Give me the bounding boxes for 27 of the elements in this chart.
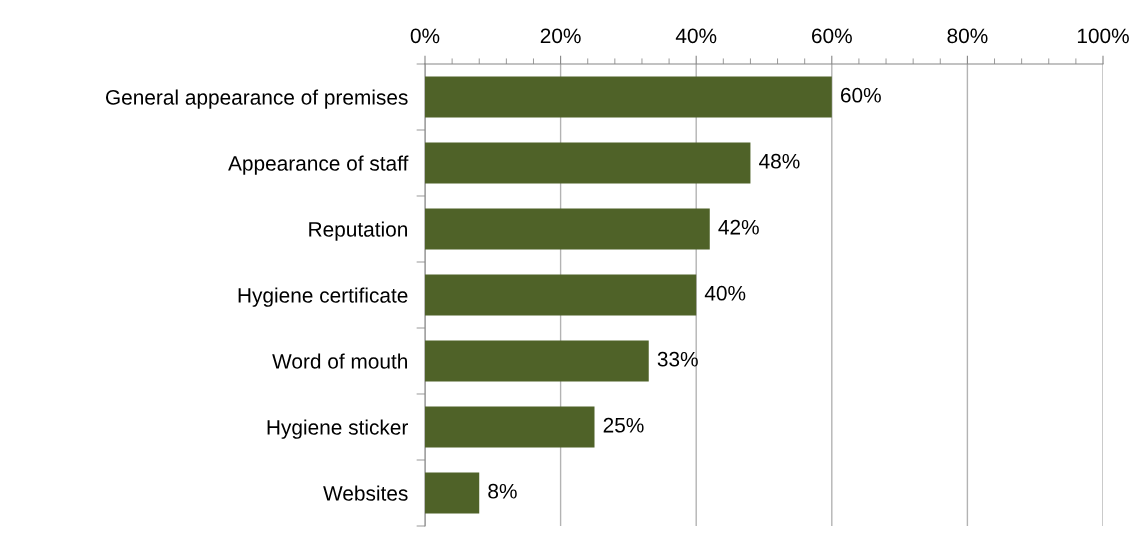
data-label: 42% bbox=[718, 219, 759, 235]
x-tick-label: 60% bbox=[812, 28, 852, 44]
data-label: 33% bbox=[657, 351, 698, 367]
y-tick-label: General appearance of premises bbox=[105, 89, 408, 109]
data-label: 8% bbox=[488, 483, 517, 499]
bar bbox=[425, 406, 595, 448]
y-tick-label: Hygiene sticker bbox=[267, 419, 408, 439]
data-label: 40% bbox=[704, 285, 746, 301]
y-tick-label: Word of mouth bbox=[272, 353, 407, 369]
data-label: 60% bbox=[840, 87, 881, 103]
y-tick-label: Reputation bbox=[309, 221, 407, 241]
bar bbox=[425, 76, 832, 118]
y-tick-label: Websites bbox=[323, 485, 408, 501]
bar bbox=[425, 208, 710, 250]
y-tick-label: Hygiene certificate bbox=[238, 287, 408, 307]
x-tick-label: 0% bbox=[410, 28, 440, 44]
bar bbox=[425, 340, 649, 382]
y-tick-label: Appearance of staff bbox=[228, 155, 409, 175]
data-label: 25% bbox=[603, 417, 644, 433]
x-tick-label: 80% bbox=[947, 28, 988, 44]
x-tick-label: 100% bbox=[1077, 28, 1129, 44]
x-tick-label: 40% bbox=[675, 28, 717, 44]
bar bbox=[425, 142, 751, 184]
bar bbox=[425, 274, 697, 316]
data-label: 48% bbox=[759, 153, 800, 169]
bar bbox=[425, 472, 480, 514]
x-tick-label: 20% bbox=[540, 28, 581, 44]
